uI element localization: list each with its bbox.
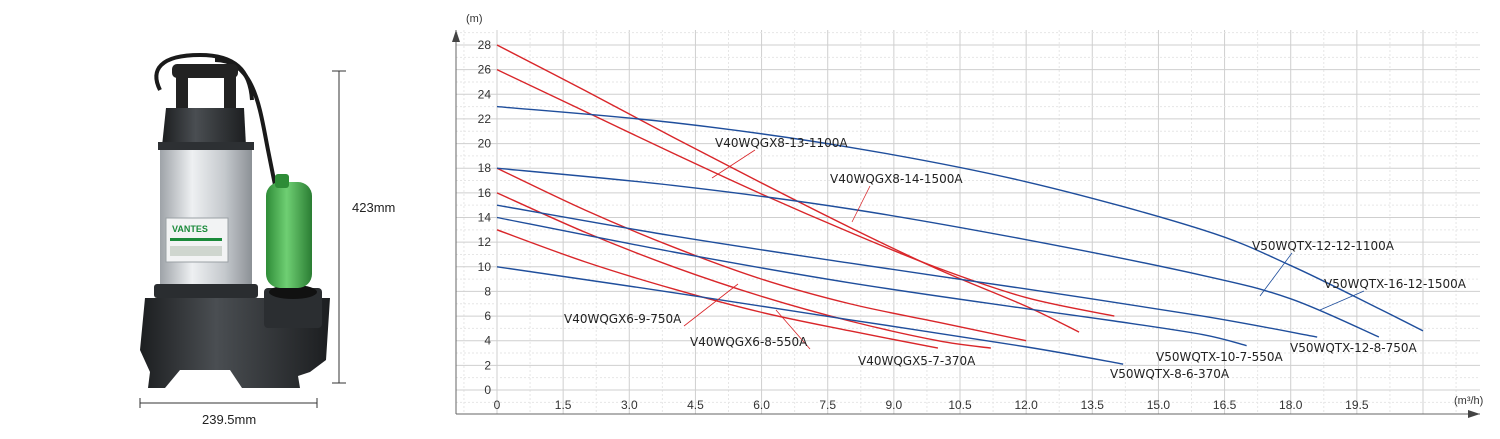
width-label: 239.5mm <box>202 412 256 427</box>
y-tick-label: 8 <box>484 284 491 298</box>
x-tick-label: 13.5 <box>1081 398 1105 412</box>
y-tick-label: 10 <box>478 260 492 274</box>
x-tick-label: 10.5 <box>948 398 972 412</box>
pump-curves <box>496 44 1424 365</box>
curve-label: V40WQGX8-13-1100A <box>715 136 848 150</box>
x-axis-unit: (m³/h) <box>1454 395 1483 407</box>
y-tick-label: 20 <box>478 137 492 151</box>
y-tick-label: 24 <box>478 87 492 101</box>
y-tick-label: 6 <box>484 309 491 323</box>
x-tick-label: 16.5 <box>1213 398 1237 412</box>
curve-v50wqtx-16-12-1500a <box>496 105 1424 332</box>
curve-v50wqtx-8-6-370a <box>496 266 1124 365</box>
x-axis-arrow-icon <box>1468 410 1480 418</box>
x-tick-label: 3.0 <box>621 398 638 412</box>
y-tick-label: 22 <box>478 112 492 126</box>
axis-ticks: 0 1.5 3.0 4.5 6.0 7.5 9.0 10.5 12.0 13.5 15.0 16.5 1… <box>478 38 1369 412</box>
x-tick-label: 1.5 <box>555 398 572 412</box>
y-tick-label: 4 <box>484 334 491 348</box>
curve-label: V50WQTX-10-7-550A <box>1156 350 1284 364</box>
y-tick-label: 16 <box>478 186 492 200</box>
chart-grid <box>456 30 1480 414</box>
leader-line <box>683 283 739 327</box>
y-tick-label: 0 <box>484 383 491 397</box>
x-tick-label: 9.0 <box>886 398 903 412</box>
x-tick-label: 12.0 <box>1014 398 1038 412</box>
x-tick-label: 19.5 <box>1345 398 1369 412</box>
height-dimension: 423mm <box>332 70 395 384</box>
x-tick-label: 7.5 <box>819 398 836 412</box>
width-dimension: 239.5mm <box>139 398 318 427</box>
product-panel: VANTES 423mm 239.5mm <box>139 52 395 427</box>
curve-label: V40WQGX5-7-370A <box>858 354 976 368</box>
curve-label: V50WQTX-16-12-1500A <box>1324 277 1467 291</box>
curve-label: V50WQTX-8-6-370A <box>1110 367 1230 381</box>
leader-line <box>711 149 756 179</box>
curve-v40wqgx8-14-1500a <box>496 44 1080 333</box>
leader-line <box>1259 252 1293 297</box>
y-axis-unit: (m) <box>466 13 483 25</box>
curve-label: V40WQGX8-14-1500A <box>830 172 963 186</box>
x-tick-label: 15.0 <box>1147 398 1171 412</box>
leader-line <box>1319 290 1365 311</box>
curve-v40wqgx6-8-550a <box>496 192 991 349</box>
curve-v40wqgx6-9-750a <box>496 167 1027 342</box>
curve-v50wqtx-12-12-1100a <box>496 167 1380 338</box>
x-tick-label: 4.5 <box>687 398 704 412</box>
y-tick-label: 2 <box>484 358 491 372</box>
brand-logo: VANTES <box>172 224 208 234</box>
height-label: 423mm <box>352 200 395 215</box>
y-axis-arrow-icon <box>452 30 460 42</box>
curve-label: V50WQTX-12-8-750A <box>1290 341 1418 355</box>
curve-v40wqgx8-13-1100a <box>496 69 1115 317</box>
y-tick-label: 26 <box>478 63 492 77</box>
x-tick-label: 0 <box>494 398 501 412</box>
curve-label: V40WQGX6-9-750A <box>564 312 682 326</box>
x-tick-label: 6.0 <box>753 398 770 412</box>
performance-chart: (m) (m³/h) 0 1.5 3.0 4.5 6.0 7.5 9.0 10.5 12.0 13… <box>452 13 1483 418</box>
leader-line <box>851 185 871 223</box>
curve-labels: V40WQGX8-13-1100A V40WQGX8-14-1500A V50WQT… <box>564 136 1467 381</box>
curve-label: V50WQTX-12-12-1100A <box>1252 239 1395 253</box>
y-tick-label: 18 <box>478 161 492 175</box>
curve-v50wqtx-12-8-750a <box>496 204 1318 338</box>
pump-illustration: VANTES <box>140 52 330 388</box>
leader-line <box>775 309 811 350</box>
curve-v40wqgx5-7-370a <box>496 229 939 349</box>
curve-v50wqtx-10-7-550a <box>496 216 1247 347</box>
y-tick-label: 12 <box>478 235 492 249</box>
y-tick-label: 28 <box>478 38 492 52</box>
y-tick-label: 14 <box>478 211 492 225</box>
x-tick-label: 18.0 <box>1279 398 1303 412</box>
chart-axes: (m) (m³/h) <box>452 13 1483 418</box>
curve-label: V40WQGX6-8-550A <box>690 335 808 349</box>
